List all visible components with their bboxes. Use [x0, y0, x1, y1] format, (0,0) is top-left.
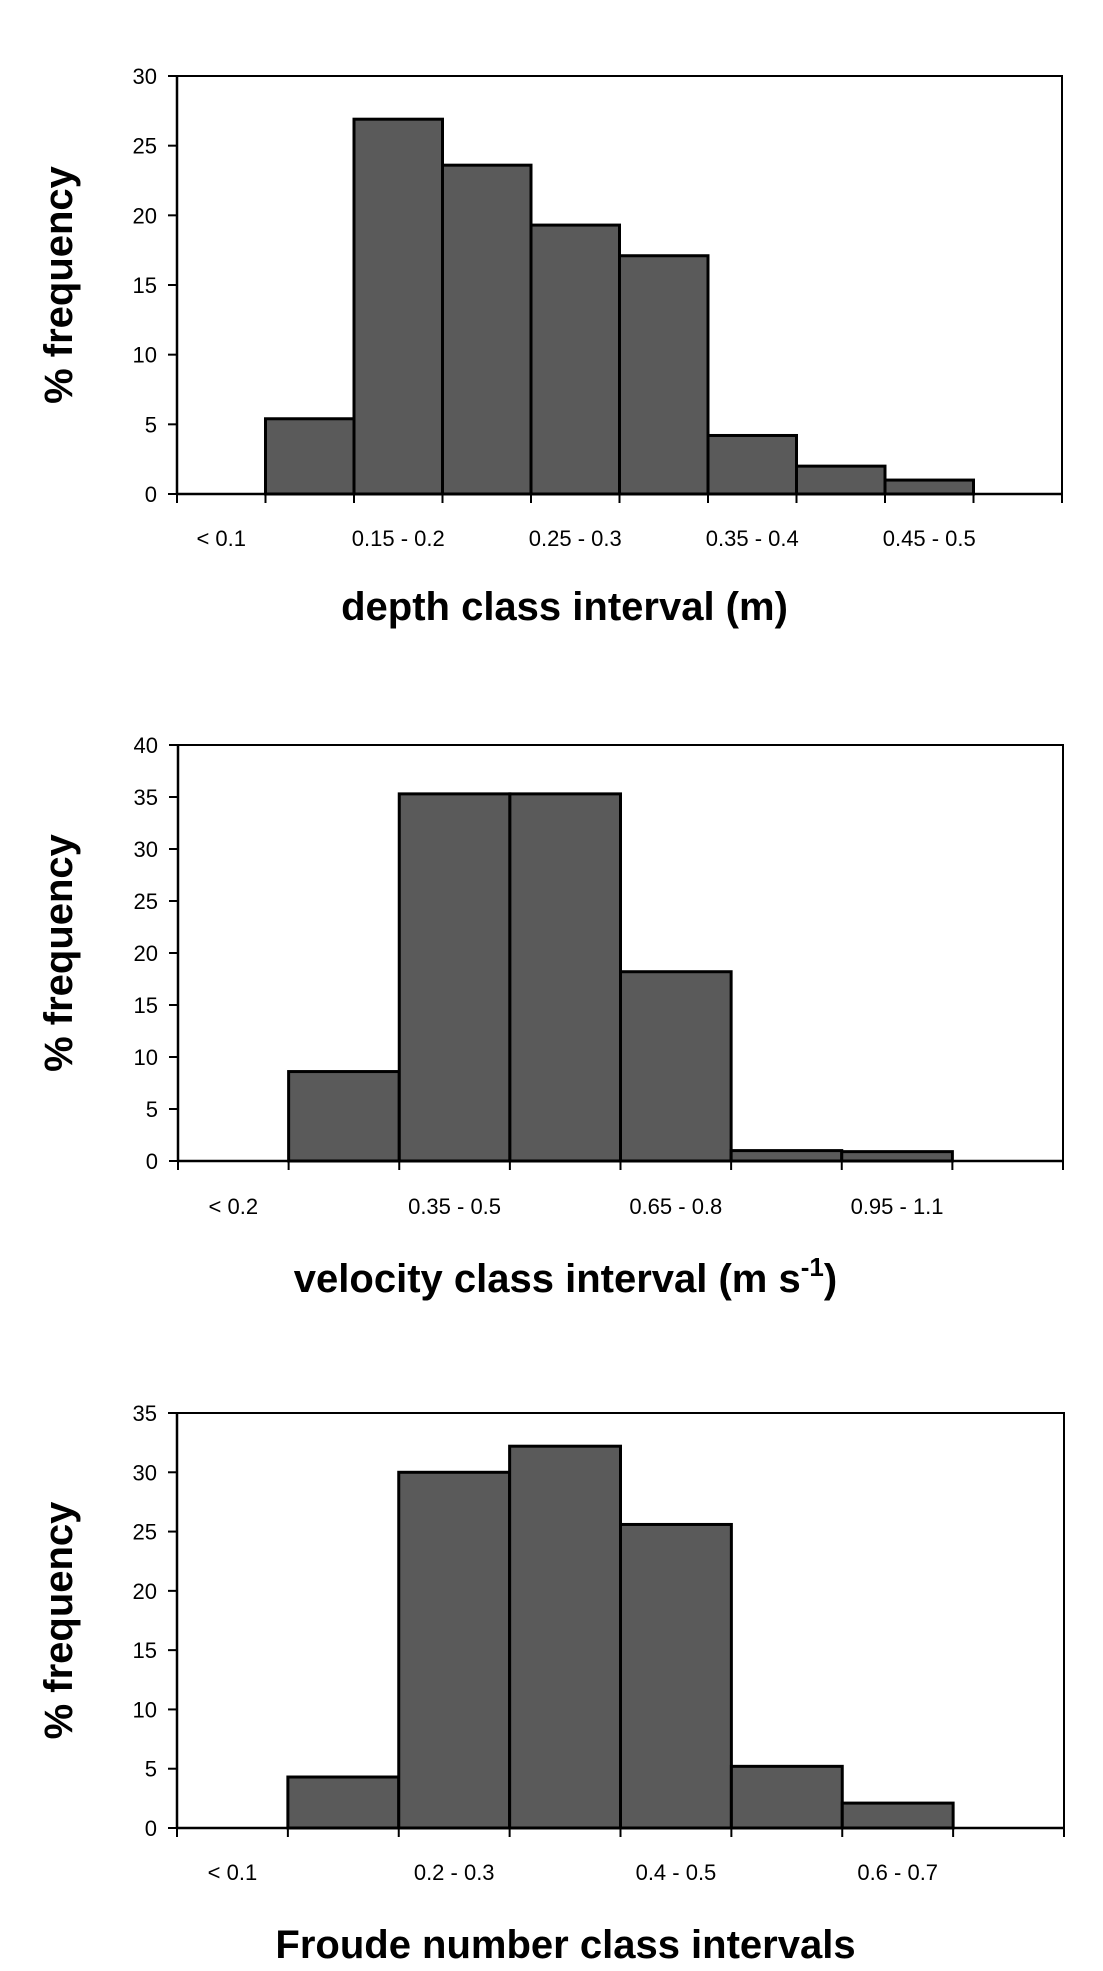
- chart-velocity-y-tick-label-3: 15: [134, 993, 158, 1018]
- chart-froude-bar-6: [840, 1801, 955, 1830]
- chart-depth-bar-1: [264, 417, 356, 496]
- chart-velocity-y-tick-label-7: 35: [134, 785, 158, 810]
- chart-froude-y-tick-label-2: 10: [133, 1697, 157, 1722]
- chart-velocity-y-tick-label-2: 10: [134, 1045, 158, 1070]
- chart-velocity-y-tick-label-6: 30: [134, 837, 158, 862]
- chart-velocity-x-tick-label-4: 0.65 - 0.8: [629, 1194, 722, 1219]
- chart-froude-bar-4: [619, 1522, 733, 1830]
- chart-depth-x-tick-label-4: 0.25 - 0.3: [529, 526, 622, 551]
- chart-velocity-bar-1: [287, 1070, 401, 1163]
- chart-froude-y-tick-label-1: 5: [145, 1757, 157, 1782]
- chart-velocity-y-axis-title: % frequency: [37, 833, 81, 1072]
- chart-depth-bar-2: [352, 117, 444, 496]
- chart-velocity-y-tick-label-0: 0: [146, 1149, 158, 1174]
- chart-velocity-y-tick-label-8: 40: [134, 733, 158, 758]
- chart-depth-y-tick-label-2: 10: [133, 343, 157, 368]
- chart-depth-bar-3: [441, 163, 533, 496]
- chart-velocity-x-tick-label-6: 0.95 - 1.1: [851, 1194, 944, 1219]
- chart-froude-y-tick-label-3: 15: [133, 1638, 157, 1663]
- chart-velocity-y-tick-label-1: 5: [146, 1097, 158, 1122]
- chart-depth-bar-4: [529, 223, 621, 496]
- chart-depth-y-axis-title: % frequency: [37, 165, 81, 404]
- chart-froude-y-tick-label-0: 0: [145, 1816, 157, 1841]
- chart-depth-bar-8: [883, 478, 975, 496]
- chart-velocity-x-axis-title-superscript: -1: [801, 1252, 824, 1282]
- chart-froude-bar-5: [729, 1764, 844, 1830]
- chart-froude-x-tick-label-0: < 0.1: [208, 1860, 258, 1885]
- chart-froude-x-tick-label-6: 0.6 - 0.7: [857, 1860, 938, 1885]
- chart-depth-y-tick-label-0: 0: [145, 482, 157, 507]
- chart-depth-y-tick-label-3: 15: [133, 273, 157, 298]
- chart-froude-bar-3: [508, 1444, 622, 1830]
- depth-histogram-panel: < 0.1 0.15 - 0.2 0.25 - 0.3 0.35 - 0.4 0.45 …: [37, 64, 1063, 629]
- chart-depth-bar-5: [618, 254, 710, 496]
- chart-velocity-bar-4: [619, 970, 733, 1163]
- chart-velocity-bar-2: [397, 792, 512, 1163]
- chart-froude-bar-2: [397, 1470, 512, 1830]
- chart-depth-x-tick-label-0: < 0.1: [196, 526, 246, 551]
- chart-depth-x-tick-label-8: 0.45 - 0.5: [883, 526, 976, 551]
- chart-depth-x-tick-label-2: 0.15 - 0.2: [352, 526, 445, 551]
- chart-velocity-bar-6: [840, 1150, 954, 1163]
- chart-froude-y-axis-title: % frequency: [37, 1501, 81, 1740]
- chart-froude-bar-1: [286, 1775, 401, 1830]
- chart-depth-bar-7: [795, 464, 887, 496]
- chart-velocity-bar-3: [508, 792, 622, 1163]
- chart-froude-y-tick-label-7: 35: [133, 1401, 157, 1426]
- chart-velocity-y-tick-label-4: 20: [134, 941, 158, 966]
- chart-froude-x-axis-title: Froude number class intervals: [275, 1923, 855, 1967]
- chart-velocity-y-tick-label-5: 25: [134, 889, 158, 914]
- chart-froude-x-tick-label-2: 0.2 - 0.3: [414, 1860, 495, 1885]
- chart-depth-y-tick-label-5: 25: [133, 134, 157, 159]
- froude-histogram-panel: < 0.1 0.2 - 0.3 0.4 - 0.5 0.6 - 0.7 0 5 10 15 20…: [37, 1401, 1065, 1967]
- chart-velocity-x-axis-title: velocity class interval (m s-1): [294, 1252, 837, 1301]
- chart-depth-bar-6: [706, 433, 798, 496]
- chart-froude-y-tick-label-5: 25: [133, 1520, 157, 1545]
- chart-depth-x-tick-label-6: 0.35 - 0.4: [706, 526, 799, 551]
- chart-velocity-x-tick-label-0: < 0.2: [209, 1194, 259, 1219]
- chart-velocity-x-tick-label-2: 0.35 - 0.5: [408, 1194, 501, 1219]
- chart-depth-y-tick-label-6: 30: [133, 64, 157, 89]
- chart-depth-y-tick-label-1: 5: [145, 412, 157, 437]
- chart-depth-y-tick-label-4: 20: [133, 203, 157, 228]
- chart-froude-y-tick-label-6: 30: [133, 1460, 157, 1485]
- chart-froude-y-tick-label-4: 20: [133, 1579, 157, 1604]
- chart-froude-x-tick-label-4: 0.4 - 0.5: [636, 1860, 717, 1885]
- chart-velocity-bar-5: [729, 1149, 844, 1163]
- chart-depth-x-axis-title: depth class interval (m): [341, 585, 788, 629]
- velocity-histogram-panel: < 0.2 0.35 - 0.5 0.65 - 0.8 0.95 - 1.1 0 5 10 1…: [37, 733, 1064, 1301]
